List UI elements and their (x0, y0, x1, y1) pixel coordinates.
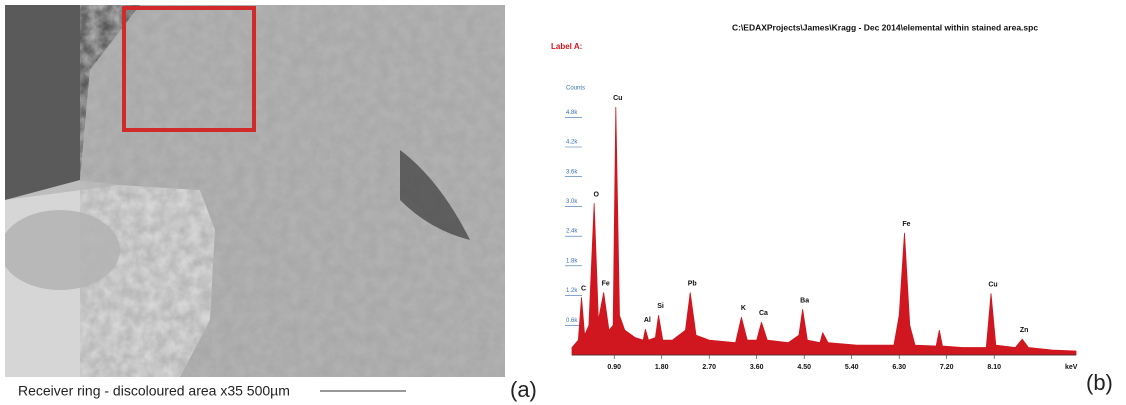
peak-label: C (581, 285, 586, 292)
peak-label: Si (657, 303, 664, 310)
x-tick-label: 2.70 (702, 364, 716, 371)
x-tick-label: 3.60 (750, 364, 764, 371)
y-axis-label: Counts (566, 86, 585, 92)
y-tick-label: 4.2k (566, 140, 578, 146)
peak-label: Al (644, 317, 651, 324)
y-tick-label: 4.8k (566, 110, 578, 116)
peak-label: Cu (613, 95, 622, 102)
peak-label: Ca (759, 310, 768, 317)
peak-label: K (741, 305, 746, 312)
peak-label: Cu (988, 281, 997, 288)
peak-label: Zn (1020, 327, 1029, 334)
y-tick-label: 1.2k (566, 288, 578, 294)
panel-label: (a) (510, 377, 537, 402)
x-tick-label: 4.50 (797, 364, 811, 371)
series-label: Label A: (551, 42, 582, 51)
peak-label: Pb (688, 280, 697, 287)
x-tick-label: 7.20 (940, 364, 954, 371)
chart-title: C:\EDAXProjects\James\Kragg - Dec 2014\e… (732, 22, 1038, 32)
peak-label: O (593, 191, 599, 198)
spectrum: 0.6k 1.2k 1.8k 2.4k 3.0k 3.6k 4.2k 4.8k 0.90 1.80… (565, 95, 1076, 371)
y-tick-label: 3.0k (566, 199, 578, 205)
caption: Receiver ring - discoloured area x35 500… (18, 383, 290, 399)
peak-label: Fe (902, 221, 910, 228)
x-tick-label: 5.40 (845, 364, 859, 371)
y-tick-label: 1.8k (566, 258, 578, 264)
x-tick-label: 6.30 (892, 364, 906, 371)
y-tick-label: 0.6k (566, 318, 578, 324)
x-axis-label: keV (1065, 364, 1078, 371)
sem-image (0, 5, 505, 377)
x-tick-label: 0.90 (607, 364, 621, 371)
panel-label: (b) (1086, 370, 1113, 395)
peak-label: Fe (602, 280, 610, 287)
x-tick-label: 8.10 (987, 364, 1001, 371)
figure: Receiver ring - discoloured area x35 500… (0, 0, 1126, 405)
y-tick-label: 2.4k (566, 229, 578, 235)
x-tick-label: 1.80 (655, 364, 669, 371)
peak-label: Ba (800, 297, 809, 304)
y-tick-label: 3.6k (566, 169, 578, 175)
